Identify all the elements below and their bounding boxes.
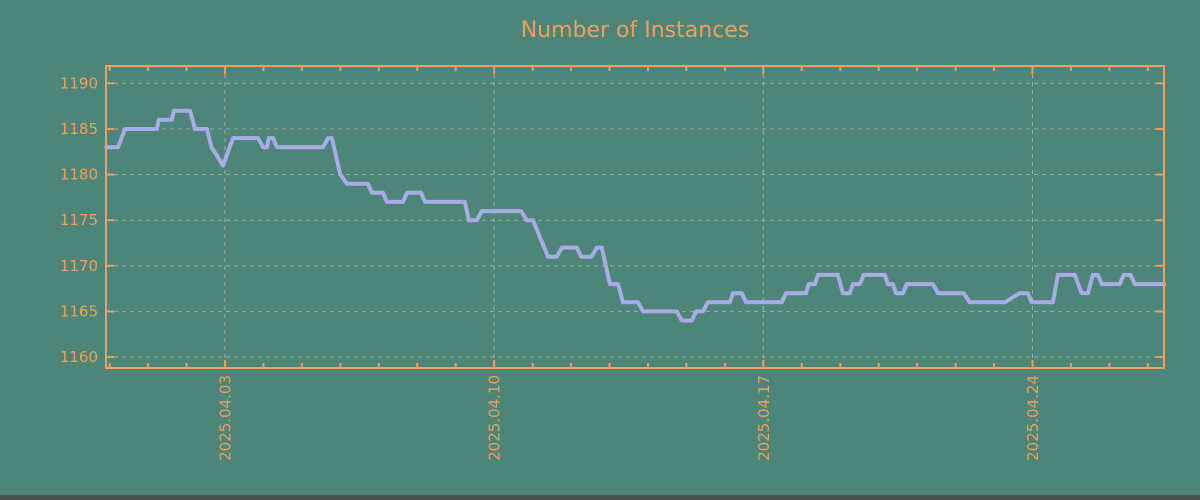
y-tick-label: 1160 [60, 348, 98, 366]
series-instances [104, 108, 1166, 323]
y-tick-label: 1175 [60, 211, 98, 229]
x-tick-label: 2025.04.24 [1024, 375, 1042, 461]
y-tick-label: 1170 [60, 257, 98, 275]
chart-title: Number of Instances [520, 18, 750, 43]
y-tick-label: 1165 [60, 302, 98, 320]
x-tick-label: 2025.04.10 [486, 375, 504, 461]
x-tick-label: 2025.04.17 [755, 375, 773, 461]
y-tick-label: 1185 [60, 120, 98, 138]
plot-frame [105, 65, 1165, 369]
y-tick-label: 1190 [60, 74, 98, 92]
window-edge-bar [0, 495, 1200, 500]
y-tick-label: 1180 [60, 166, 98, 184]
x-tick-label: 2025.04.03 [216, 375, 234, 461]
